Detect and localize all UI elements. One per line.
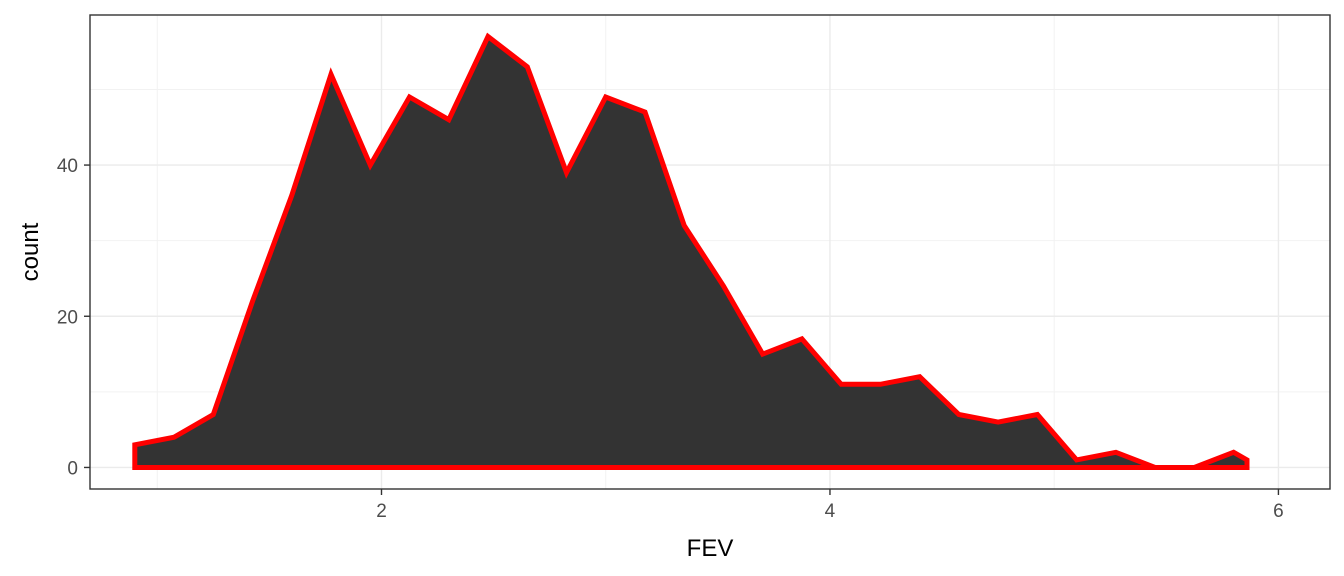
x-tick-label: 2 bbox=[376, 501, 387, 522]
x-tick-label: 4 bbox=[825, 501, 836, 522]
data-point bbox=[527, 66, 528, 67]
x-axis: 2 4 6 bbox=[376, 489, 1284, 522]
area-layer bbox=[132, 32, 1250, 470]
plot-panel-border bbox=[89, 14, 1331, 490]
data-point bbox=[684, 225, 685, 226]
data-point bbox=[605, 97, 606, 98]
data-point bbox=[331, 74, 332, 75]
x-axis-title: FEV bbox=[687, 535, 734, 562]
data-point bbox=[1115, 452, 1116, 453]
y-axis-title: count bbox=[17, 222, 44, 281]
data-point bbox=[919, 376, 920, 377]
fev-area-series bbox=[132, 32, 1250, 470]
data-point bbox=[1037, 414, 1038, 415]
data-point bbox=[723, 286, 724, 287]
y-tick-label: 20 bbox=[57, 307, 78, 328]
data-point bbox=[409, 97, 410, 98]
data-point bbox=[291, 195, 292, 196]
y-axis: 0 20 40 bbox=[57, 156, 90, 479]
x-tick-label: 6 bbox=[1273, 501, 1284, 522]
data-point bbox=[566, 172, 567, 173]
data-point bbox=[958, 414, 959, 415]
y-tick-label: 40 bbox=[57, 156, 78, 177]
data-point bbox=[370, 165, 371, 166]
data-point bbox=[1194, 467, 1195, 468]
data-point bbox=[998, 422, 999, 423]
data-point bbox=[488, 36, 489, 37]
data-point bbox=[252, 301, 253, 302]
data-point bbox=[1233, 452, 1234, 453]
data-point bbox=[134, 444, 135, 445]
data-point bbox=[213, 414, 214, 415]
data-point bbox=[448, 119, 449, 120]
data-point bbox=[174, 437, 175, 438]
data-point bbox=[841, 384, 842, 385]
data-point bbox=[801, 338, 802, 339]
data-point bbox=[1076, 459, 1077, 460]
data-point bbox=[1247, 459, 1248, 460]
data-point bbox=[762, 354, 763, 355]
data-point bbox=[880, 384, 881, 385]
data-point bbox=[1155, 467, 1156, 468]
y-tick-label: 0 bbox=[67, 458, 78, 479]
data-point bbox=[645, 112, 646, 113]
